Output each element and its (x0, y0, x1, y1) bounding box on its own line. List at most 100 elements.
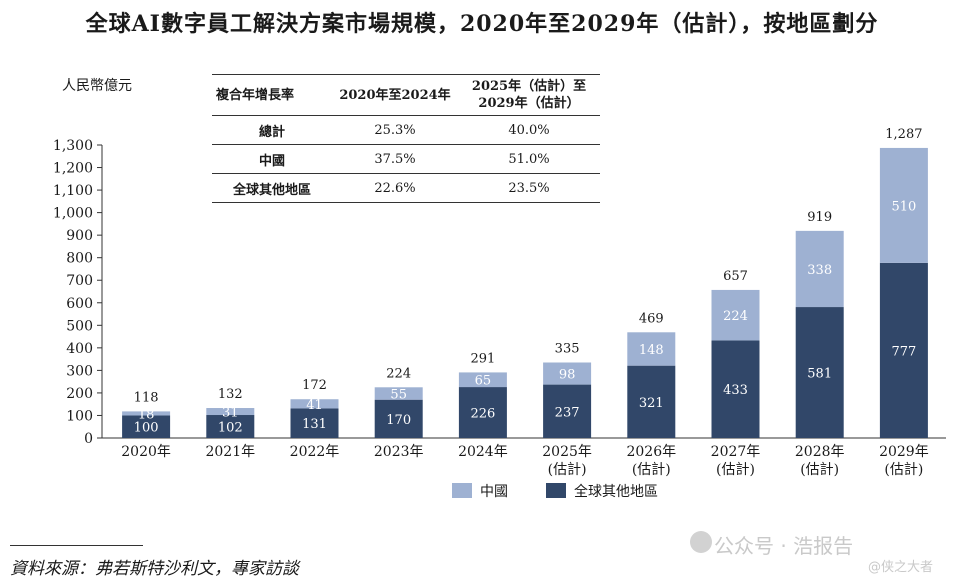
cagr-header-period-2-line2: 2029年（估計） (478, 96, 580, 111)
data-label-total: 118 (134, 390, 159, 405)
cagr-table: 複合年增長率 2020年至2024年 2025年（估計）至 2029年（估計） … (212, 74, 600, 203)
y-axis-label: 人民幣億元 (62, 78, 132, 94)
y-tick-label: 800 (66, 251, 93, 267)
y-tick-label: 1,100 (53, 183, 93, 199)
cagr-value: 40.0% (458, 115, 600, 145)
x-tick-label: 2021年 (205, 444, 255, 460)
cagr-header-period-2: 2025年（估計）至 2029年（估計） (458, 74, 600, 116)
bar-rest-of-world (290, 408, 339, 438)
y-tick-label: 400 (66, 341, 93, 357)
data-label-china: 510 (891, 199, 916, 214)
x-tick-label: (估計) (632, 462, 671, 478)
bar-china (795, 230, 844, 308)
cagr-row-label: 中國 (212, 144, 332, 174)
data-label-rest: 237 (555, 405, 580, 420)
data-label-rest: 226 (470, 407, 495, 422)
x-tick-label: 2029年 (879, 444, 929, 460)
data-label-china: 55 (390, 387, 407, 402)
bar-rest-of-world (206, 415, 255, 438)
bar-rest-of-world (374, 399, 423, 438)
x-tick-label: (估計) (548, 462, 587, 478)
cagr-header-period-2-line1: 2025年（估計）至 (471, 79, 587, 94)
bar-rest-of-world (879, 262, 928, 438)
data-label-rest: 170 (386, 413, 411, 428)
bar-china (711, 289, 760, 341)
data-label-china: 98 (559, 368, 576, 383)
cagr-row-rest: 全球其他地區 22.6% 23.5% (212, 173, 600, 203)
y-tick-label: 200 (66, 386, 93, 402)
cagr-value: 23.5% (458, 173, 600, 203)
y-tick-label: 0 (84, 431, 93, 447)
data-label-china: 65 (475, 374, 492, 389)
y-tick-label: 600 (66, 296, 93, 312)
data-label-rest: 131 (302, 417, 327, 432)
bar-china (458, 372, 507, 388)
data-label-total: 469 (639, 311, 664, 326)
source-divider (10, 545, 143, 546)
cagr-value: 22.6% (332, 173, 458, 203)
x-tick-label: (估計) (716, 462, 755, 478)
cagr-value: 37.5% (332, 144, 458, 174)
data-label-rest: 581 (807, 367, 832, 382)
watermark-subtext: @侠之大者 (868, 560, 934, 575)
source-note: 資料來源：弗若斯特沙利文，專家訪談 (10, 559, 299, 579)
bar-china (543, 362, 592, 385)
data-label-total: 919 (807, 210, 832, 225)
y-tick-label: 1,000 (53, 206, 93, 222)
cagr-value: 25.3% (332, 115, 458, 145)
legend-swatch-rest (546, 483, 566, 498)
data-label-china: 148 (639, 343, 664, 358)
bar-china (879, 147, 928, 263)
y-tick-label: 100 (66, 408, 93, 424)
x-tick-label: 2024年 (458, 444, 508, 460)
data-label-total: 291 (470, 351, 495, 366)
data-label-china: 224 (723, 309, 748, 324)
cagr-row-label: 總計 (212, 115, 332, 145)
cagr-header-row: 複合年增長率 2020年至2024年 2025年（估計）至 2029年（估計） (212, 74, 600, 116)
data-label-rest: 433 (723, 383, 748, 398)
cagr-header-label: 複合年增長率 (212, 74, 332, 116)
bar-rest-of-world (543, 384, 592, 438)
data-label-rest: 102 (218, 421, 243, 436)
y-tick-label: 500 (66, 318, 93, 334)
bar-china (122, 411, 171, 416)
y-tick-label: 300 (66, 363, 93, 379)
data-label-total: 1,287 (885, 127, 922, 142)
cagr-header-period-1: 2020年至2024年 (332, 74, 458, 116)
x-tick-label: 2025年 (542, 444, 592, 460)
data-label-rest: 321 (639, 396, 664, 411)
wechat-icon (690, 531, 712, 553)
watermark-text: 公众号 · 浩报告 (714, 534, 854, 558)
bar-china (627, 332, 676, 366)
cagr-row-total: 總計 25.3% 40.0% (212, 115, 600, 145)
bar-rest-of-world (795, 307, 844, 438)
x-tick-label: 2023年 (374, 444, 424, 460)
x-tick-label: 2028年 (795, 444, 845, 460)
data-label-china: 41 (306, 398, 323, 413)
y-tick-label: 1,300 (53, 138, 93, 154)
x-tick-label: (估計) (800, 462, 839, 478)
bar-china (290, 399, 339, 409)
bar-china (206, 408, 255, 416)
data-label-china: 18 (138, 407, 155, 422)
data-label-total: 224 (386, 366, 411, 381)
legend-label-rest: 全球其他地區 (574, 483, 658, 500)
data-label-china: 31 (222, 406, 239, 421)
data-label-total: 172 (302, 378, 327, 393)
x-tick-label: (估計) (884, 462, 923, 478)
legend-swatch-china (452, 483, 472, 498)
data-label-total: 335 (555, 341, 580, 356)
y-tick-label: 900 (66, 228, 93, 244)
bar-rest-of-world (122, 415, 171, 438)
bar-rest-of-world (711, 340, 760, 438)
y-tick-label: 700 (66, 273, 93, 289)
x-tick-label: 2026年 (626, 444, 676, 460)
data-label-total: 132 (218, 387, 243, 402)
data-label-china: 338 (807, 263, 832, 278)
data-label-total: 657 (723, 269, 748, 284)
bar-rest-of-world (458, 387, 507, 438)
data-label-rest: 100 (134, 421, 159, 436)
data-label-rest: 777 (891, 344, 916, 359)
legend-label-china: 中國 (480, 484, 508, 500)
